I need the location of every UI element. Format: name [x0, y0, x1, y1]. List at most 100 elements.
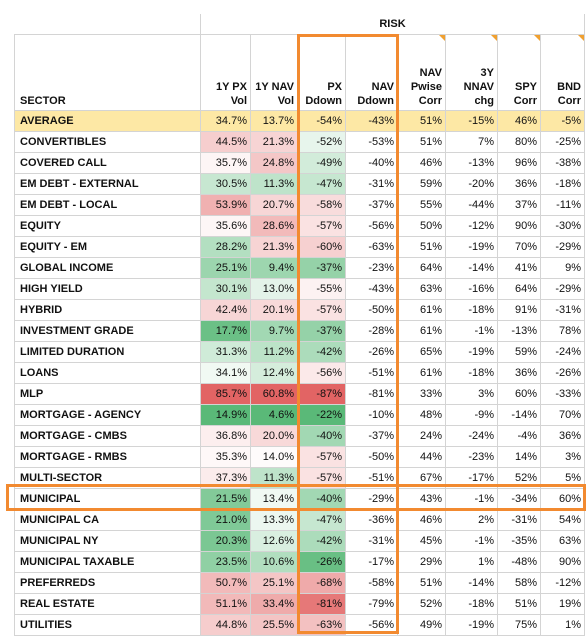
- value-cell: 90%: [497, 215, 541, 237]
- sector-name: EM DEBT - LOCAL: [14, 194, 201, 216]
- value-cell: 64%: [397, 257, 446, 279]
- header-line: SECTOR: [20, 95, 66, 107]
- value-cell: -26%: [345, 341, 398, 363]
- value-cell: -29%: [345, 488, 398, 510]
- value-cell: -42%: [297, 530, 346, 552]
- sector-name: MUNICIPAL TAXABLE: [14, 551, 201, 573]
- column-header: SECTOR: [14, 34, 201, 111]
- value-cell: -22%: [297, 404, 346, 426]
- value-cell: 61%: [397, 299, 446, 321]
- value-cell: 3%: [445, 383, 498, 405]
- value-cell: -51%: [345, 467, 398, 489]
- value-cell: -51%: [345, 362, 398, 384]
- value-cell: 90%: [540, 551, 585, 573]
- value-cell: -29%: [540, 236, 585, 258]
- sector-row: HIGH YIELD 30.1% 13.0% -55% -43% 63% -16% 64% -2…: [14, 278, 585, 300]
- value-cell: -1%: [445, 530, 498, 552]
- value-cell: -13%: [445, 152, 498, 174]
- value-cell: 12.4%: [250, 362, 298, 384]
- sector-name: MORTGAGE - RMBS: [14, 446, 201, 468]
- value-cell: 11.2%: [250, 341, 298, 363]
- value-cell: 20.7%: [250, 194, 298, 216]
- value-cell: -16%: [445, 278, 498, 300]
- value-cell: 91%: [497, 299, 541, 321]
- value-cell: -19%: [445, 614, 498, 636]
- value-cell: 4.6%: [250, 404, 298, 426]
- value-cell: 45%: [397, 530, 446, 552]
- header-line: Corr: [418, 95, 442, 107]
- value-cell: -37%: [297, 320, 346, 342]
- value-cell: 58%: [497, 572, 541, 594]
- value-cell: -31%: [345, 173, 398, 195]
- value-cell: 10.6%: [250, 551, 298, 573]
- sector-name: MUNICIPAL: [14, 488, 201, 510]
- value-cell: 35.3%: [200, 446, 251, 468]
- value-cell: 52%: [497, 467, 541, 489]
- value-cell: 30.1%: [200, 278, 251, 300]
- value-cell: 21.3%: [250, 131, 298, 153]
- sector-name: MULTI-SECTOR: [14, 467, 201, 489]
- sector-name: MORTGAGE - CMBS: [14, 425, 201, 447]
- value-cell: 21.3%: [250, 236, 298, 258]
- value-cell: 9.4%: [250, 257, 298, 279]
- sector-row: MUNICIPAL NY 20.3% 12.6% -42% -31% 45% -1% -35%…: [14, 530, 585, 552]
- header-line: 3Y: [480, 67, 494, 79]
- value-cell: 70%: [497, 236, 541, 258]
- comment-marker: [491, 35, 497, 41]
- sector-row: HYBRID 42.4% 20.1% -57% -50% 61% -18% 91% -31%: [14, 299, 585, 321]
- value-cell: 28.6%: [250, 215, 298, 237]
- value-cell: 50%: [397, 215, 446, 237]
- column-header: 1Y NAV Vol: [250, 34, 298, 111]
- value-cell: 13.7%: [250, 110, 298, 132]
- group-row: RISK: [15, 14, 585, 35]
- value-cell: -79%: [345, 593, 398, 615]
- value-cell: 25.1%: [250, 572, 298, 594]
- value-cell: 12.6%: [250, 530, 298, 552]
- sector-row: UTILITIES 44.8% 25.5% -63% -56% 49% -19% 75% 1%: [14, 614, 585, 636]
- value-cell: 51%: [397, 131, 446, 153]
- value-cell: -13%: [497, 320, 541, 342]
- value-cell: -1%: [445, 320, 498, 342]
- sector-name: GLOBAL INCOME: [14, 257, 201, 279]
- sector-row: LOANS 34.1% 12.4% -56% -51% 61% -18% 36% -26%: [14, 362, 585, 384]
- value-cell: -37%: [345, 425, 398, 447]
- header-line: NNAV: [463, 81, 494, 93]
- value-cell: 46%: [497, 110, 541, 132]
- value-cell: -55%: [297, 278, 346, 300]
- value-cell: 14.0%: [250, 446, 298, 468]
- sector-name: MORTGAGE - AGENCY: [14, 404, 201, 426]
- value-cell: -52%: [297, 131, 346, 153]
- value-cell: 44.5%: [200, 131, 251, 153]
- sector-row: COVERED CALL 35.7% 24.8% -49% -40% 46% -13% 96%…: [14, 152, 585, 174]
- blank-cell: [15, 14, 201, 35]
- header-line: 1Y NAV: [255, 81, 294, 93]
- header-line: Corr: [513, 95, 537, 107]
- header-line: SPY: [514, 81, 537, 93]
- sector-name: AVERAGE: [14, 110, 201, 132]
- value-cell: -33%: [540, 383, 585, 405]
- value-cell: 13.4%: [250, 488, 298, 510]
- value-cell: -81%: [297, 593, 346, 615]
- value-cell: -14%: [445, 572, 498, 594]
- value-cell: -19%: [445, 236, 498, 258]
- value-cell: 51.1%: [200, 593, 251, 615]
- value-cell: 61%: [397, 320, 446, 342]
- value-cell: -57%: [297, 467, 346, 489]
- value-cell: 1%: [445, 551, 498, 573]
- value-cell: 28.2%: [200, 236, 251, 258]
- header-line: Ddown: [357, 95, 394, 107]
- value-cell: 51%: [397, 572, 446, 594]
- header-line: NAV: [371, 81, 394, 93]
- sector-name: MUNICIPAL NY: [14, 530, 201, 552]
- value-cell: -29%: [540, 278, 585, 300]
- header-line: Vol: [230, 95, 247, 107]
- value-cell: -18%: [540, 173, 585, 195]
- sector-name: LOANS: [14, 362, 201, 384]
- sector-name: MUNICIPAL CA: [14, 509, 201, 531]
- value-cell: -53%: [345, 131, 398, 153]
- value-cell: -28%: [345, 320, 398, 342]
- value-cell: 37.3%: [200, 467, 251, 489]
- header-line: 1Y PX: [216, 81, 247, 93]
- value-cell: 51%: [397, 236, 446, 258]
- value-cell: 55%: [397, 194, 446, 216]
